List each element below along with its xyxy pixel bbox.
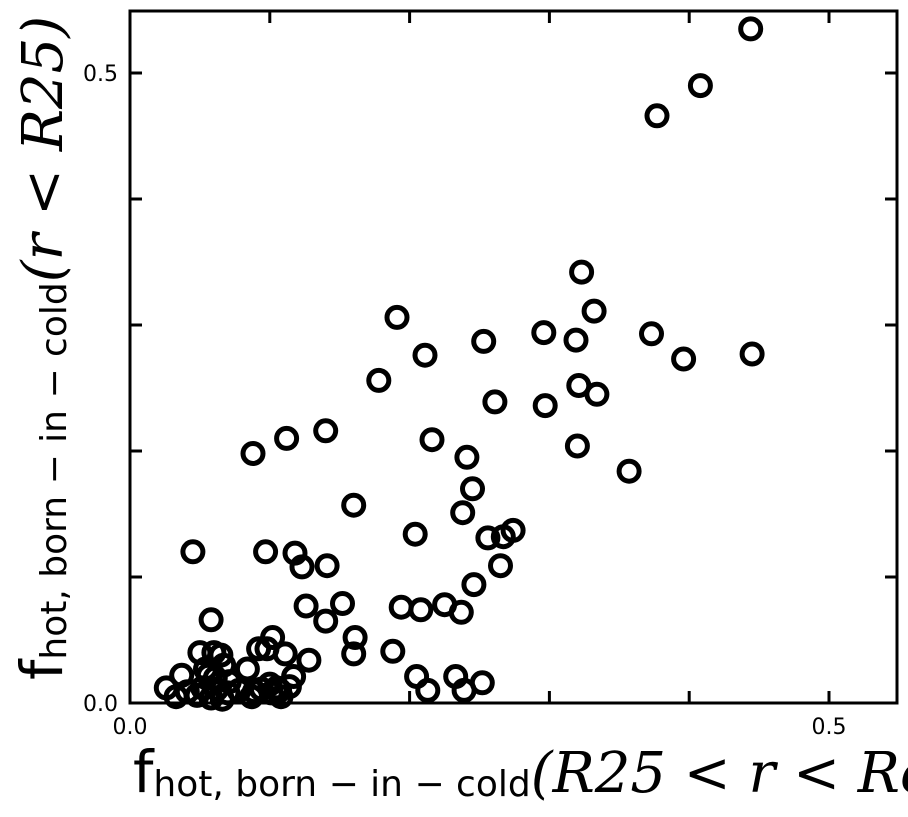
data-point [402,521,428,547]
data-point [448,599,474,625]
data-point [246,636,272,662]
data-point [644,103,670,129]
data-point [289,554,315,580]
data-point [313,418,339,444]
data-point [616,458,642,484]
data-point [380,638,406,664]
data-point [451,677,477,703]
data-point [209,686,235,712]
data-point [314,553,340,579]
tick-labels: 0.0 0.5 0.0 0.5 [83,62,847,740]
data-point [584,381,610,407]
x-tick-label: 0.0 [113,715,148,740]
data-point [198,607,224,633]
data-point [687,73,713,99]
data-point [671,346,697,372]
axis-ticks [130,11,897,703]
data-point [460,476,485,502]
x-axis-label: fhot, born − in − cold(R25 < r < Re) [133,738,908,806]
data-point [563,327,589,353]
data-point [475,525,501,551]
data-point [184,682,210,708]
data-point [488,553,513,579]
data-point [341,641,367,667]
data-point [531,320,557,346]
data-point [293,593,319,619]
y-tick-label: 0.5 [83,62,118,87]
data-point [388,594,414,620]
data-point [738,16,764,42]
data-point [274,425,300,451]
data-point [408,597,434,623]
data-point [384,304,410,330]
plot-frame [128,9,899,705]
data-points [153,16,765,712]
data-point [240,441,266,466]
data-point [569,259,595,285]
data-point [639,321,664,347]
data-point [180,539,206,565]
y-axis-label: fhot, born − in − cold(r < R25) [8,16,76,680]
data-point [341,492,367,518]
data-point [532,393,558,419]
data-point [482,389,508,415]
data-point [454,444,480,470]
data-point [412,342,438,368]
y-tick-label: 0.0 [83,692,118,717]
data-point [330,591,355,616]
data-point [739,341,765,367]
data-point [415,677,441,703]
x-tick-label: 0.5 [812,715,847,740]
data-point [366,367,392,393]
data-point [234,656,260,682]
data-point [342,625,368,650]
data-point [239,684,265,710]
data-point [500,517,526,543]
data-point [564,433,590,459]
data-point [581,298,607,324]
data-point [296,647,322,673]
data-point [461,572,487,598]
data-point [253,539,279,565]
data-point [313,608,339,634]
data-point [198,685,224,711]
data-point [471,328,497,354]
data-point [419,427,445,453]
data-point [450,500,476,526]
data-point [272,641,298,667]
